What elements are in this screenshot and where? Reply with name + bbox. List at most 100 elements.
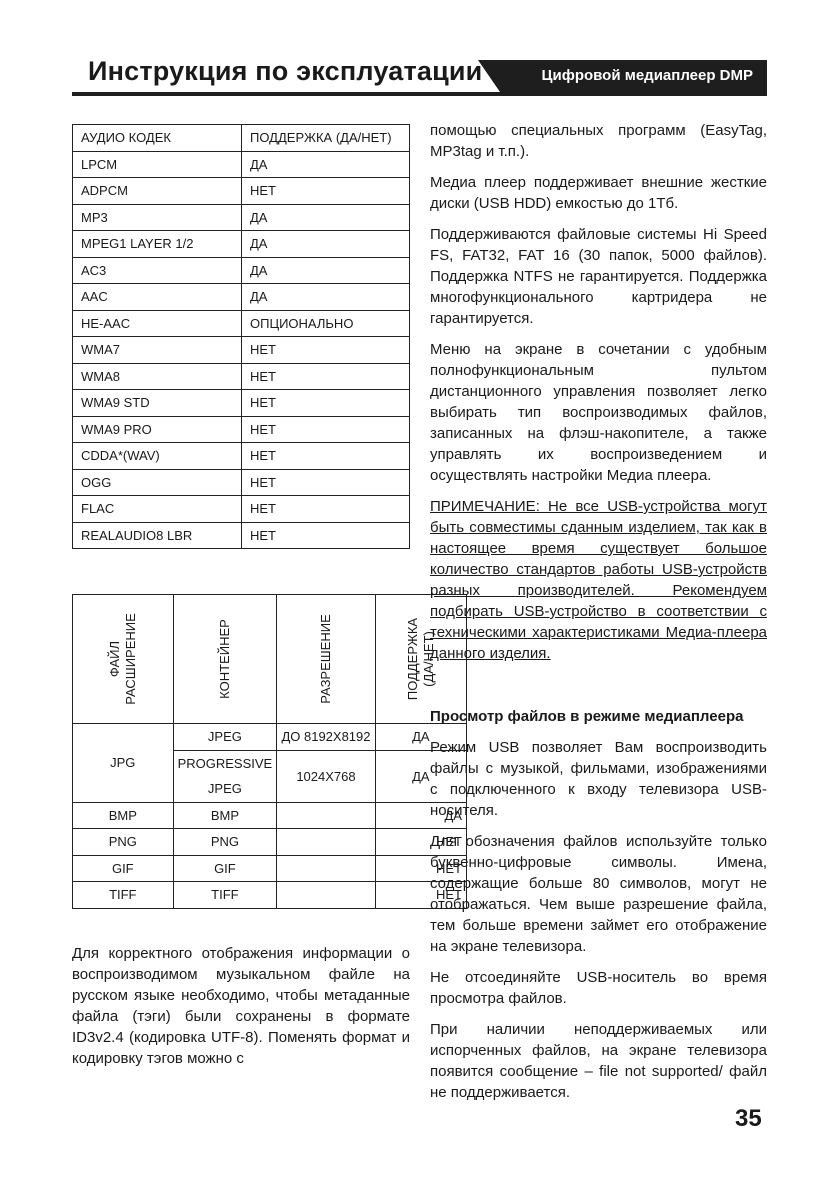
row: PROGRESSIVE 1024X768 ДА — [73, 749, 467, 803]
paragraph: Поддерживаются файловые системы Hi Speed… — [430, 226, 767, 327]
cell: НЕТ — [241, 362, 410, 390]
paragraphs: помощью специальных программ (EasyTag, M… — [430, 120, 767, 486]
image-table: ФАЙЛ РАСШИРЕНИЕ КОНТЕЙНЕР РАЗРЕШЕНИЕ ПОДД… — [72, 594, 467, 909]
cell: НЕТ — [241, 177, 410, 205]
line: ПОДДЕРЖКА — [404, 617, 420, 701]
paragraph: помощью специальных программ (EasyTag, M… — [430, 122, 767, 160]
row: CDDA*(WAV) НЕТ — [72, 442, 410, 470]
cell: НЕТ — [241, 468, 410, 496]
cell: BMP — [172, 801, 278, 829]
image-body: BMP BMP ДА PNG PNG НЕТ GIF GIF НЕТ TIFF TIFF НЕТ — [72, 801, 467, 909]
header-text: РАЗРЕШЕНИЕ — [317, 614, 333, 704]
cell: НЕТ — [241, 495, 410, 523]
right-column: помощью специальных программ (EasyTag, M… — [430, 120, 767, 1113]
header-text: КОНТЕЙНЕР — [216, 619, 232, 699]
cell: TIFF — [172, 881, 278, 909]
row: FLAC НЕТ — [72, 495, 410, 523]
audio-body: АУДИО КОДЕК ПОДДЕРЖКА (ДА/НЕТ) LPCM ДА ADPCM… — [72, 124, 410, 549]
cell: PNG — [172, 828, 278, 856]
paragraph: Не отсоединяйте USB-носитель во время пр… — [430, 969, 767, 1007]
cell: WMA9 STD — [72, 389, 242, 417]
header-row: АУДИО КОДЕК ПОДДЕРЖКА (ДА/НЕТ) — [72, 124, 410, 152]
cell: 1024X768 — [276, 749, 376, 803]
cell: AC3 — [72, 256, 242, 284]
cell: OGG — [72, 468, 242, 496]
cell: ADPCM — [72, 177, 242, 205]
cell: WMA9 PRO — [72, 415, 242, 443]
row: BMP BMP ДА — [72, 801, 467, 829]
row: ADPCM НЕТ — [72, 177, 410, 205]
audio-table: АУДИО КОДЕК ПОДДЕРЖКА (ДА/НЕТ) LPCM ДА ADPCM… — [72, 124, 410, 549]
note: ПРИМЕЧАНИЕ: Не все USB-устройства могут … — [430, 498, 767, 662]
row: WMA9 STD НЕТ — [72, 389, 410, 417]
cell: MP3 — [72, 203, 242, 231]
row: AAC ДА — [72, 283, 410, 311]
cell: PNG — [72, 828, 174, 856]
subtitle-tab: Цифровой медиаплеер DMP — [478, 60, 767, 92]
cell: ДА — [374, 749, 467, 803]
header-rule — [72, 92, 767, 96]
header-cell: ПОДДЕРЖКА (ДА/НЕТ) — [241, 124, 410, 152]
row: WMA7 НЕТ — [72, 336, 410, 364]
paragraph: Режим USB позволяет Вам воспроизводить ф… — [430, 739, 767, 819]
cell: GIF — [72, 854, 174, 882]
cell: НЕТ — [374, 854, 467, 882]
header-row: ФАЙЛ РАСШИРЕНИЕ КОНТЕЙНЕР РАЗРЕШЕНИЕ ПОДД… — [72, 594, 467, 724]
row: GIF GIF НЕТ — [72, 854, 467, 882]
cell: JPEG — [172, 776, 278, 803]
cell: PROGRESSIVE — [172, 749, 278, 776]
row: REALAUDIO8 LBR НЕТ — [72, 521, 410, 549]
cell: ДО 8192X8192 — [276, 723, 376, 751]
cell: НЕТ — [241, 336, 410, 364]
cell: TIFF — [72, 881, 174, 909]
cell: LPCM — [72, 150, 242, 178]
page-title: Инструкция по эксплуатации — [88, 56, 483, 86]
cell: ДА — [374, 801, 467, 829]
cell: НЕТ — [241, 521, 410, 549]
section-heading: Просмотр файлов в режиме медиаплеера — [430, 708, 744, 725]
cell: GIF — [172, 854, 278, 882]
cell: ДА — [241, 256, 410, 284]
cell: ДА — [241, 203, 410, 231]
header-cell: ПОДДЕРЖКА (ДА/НЕТ) — [374, 594, 467, 724]
cell — [276, 828, 376, 856]
cell: AAC — [72, 283, 242, 311]
header-cell: ФАЙЛ РАСШИРЕНИЕ — [72, 594, 174, 724]
row: TIFF TIFF НЕТ — [72, 881, 467, 909]
paragraph: Медиа плеер поддерживает внешние жесткие… — [430, 174, 767, 212]
cell: НЕТ — [241, 415, 410, 443]
row: MPEG1 LAYER 1/2 ДА — [72, 230, 410, 258]
header-cell: РАЗРЕШЕНИЕ — [276, 594, 376, 724]
row: JPG JPEG ДО 8192X8192 ДА — [72, 723, 467, 803]
row: LPCM ДА — [72, 150, 410, 178]
header-text: ФАЙЛ РАСШИРЕНИЕ — [107, 613, 139, 705]
row: HE-AAC ОПЦИОНАЛЬНО — [72, 309, 410, 337]
line: РАСШИРЕНИЕ — [122, 613, 138, 705]
cell: REALAUDIO8 LBR — [72, 521, 242, 549]
cell: ОПЦИОНАЛЬНО — [241, 309, 410, 337]
row: WMA9 PRO НЕТ — [72, 415, 410, 443]
cell: WMA8 — [72, 362, 242, 390]
cell: НЕТ — [374, 881, 467, 909]
section-paragraphs: Режим USB позволяет Вам воспроизводить ф… — [430, 737, 767, 1103]
cell: BMP — [72, 801, 174, 829]
cell: НЕТ — [241, 389, 410, 417]
cell: JPG — [72, 723, 174, 803]
row: WMA8 НЕТ — [72, 362, 410, 390]
cell — [276, 854, 376, 882]
row: OGG НЕТ — [72, 468, 410, 496]
row: PNG PNG НЕТ — [72, 828, 467, 856]
row: JPEG — [73, 776, 467, 803]
left-text: Для корректного отображения информации о… — [72, 945, 410, 1067]
cell: ДА — [241, 283, 410, 311]
cell: НЕТ — [241, 442, 410, 470]
header-cell: КОНТЕЙНЕР — [172, 594, 278, 724]
cell: JPEG — [172, 723, 278, 751]
cell: HE-AAC — [72, 309, 242, 337]
page-number: 35 — [735, 1105, 762, 1132]
cell: ДА — [241, 150, 410, 178]
row: MP3 ДА — [72, 203, 410, 231]
cell — [276, 801, 376, 829]
paragraph: Меню на экране в сочетании с удобным пол… — [430, 341, 767, 484]
